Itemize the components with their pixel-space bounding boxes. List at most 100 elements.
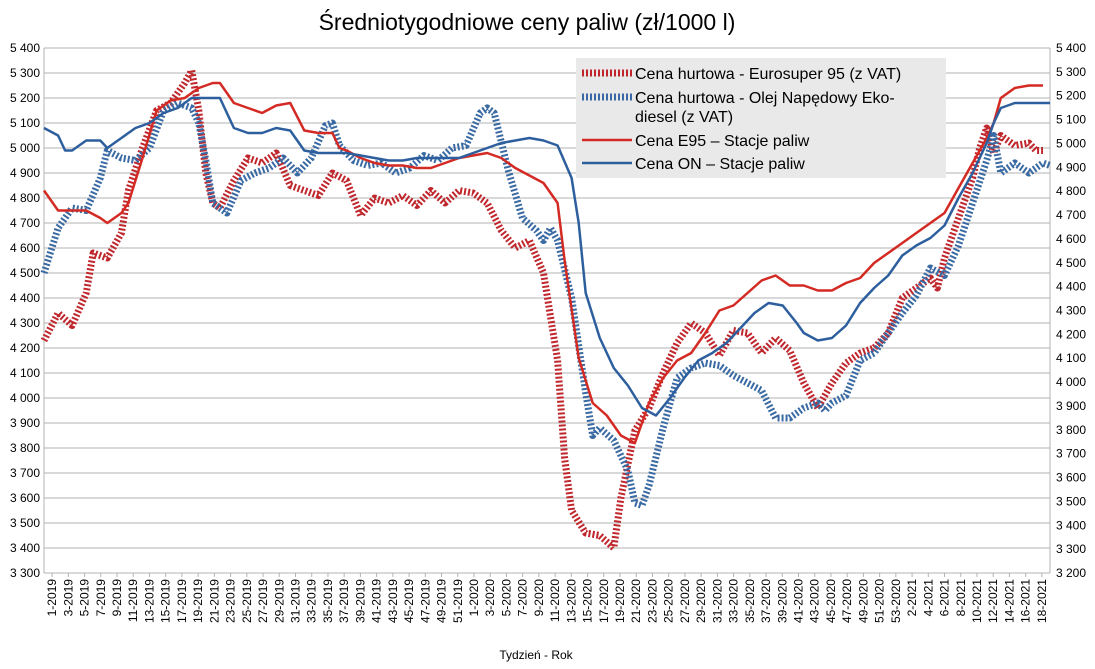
x-tick-label: 7-2019	[94, 579, 108, 617]
series-on-stacje	[43, 96, 1050, 417]
y2-tick-label: 4 900	[1056, 160, 1086, 174]
x-tick-label: 19-2019	[191, 579, 205, 623]
x-tick-label: 37-2019	[337, 579, 351, 623]
y2-tick-label: 3 300	[1056, 542, 1086, 556]
y2-tick-label: 3 800	[1056, 423, 1086, 437]
x-tick-label: 41-2019	[370, 579, 384, 623]
x-tick-label: 23-2020	[645, 579, 659, 623]
x-tick-label: 16-2021	[1019, 579, 1033, 623]
legend-background	[576, 58, 946, 178]
grid	[43, 47, 1051, 574]
y-tick-label: 4 900	[10, 166, 40, 180]
x-tick-label: 29-2019	[272, 579, 286, 623]
legend-label-hurt-on-line1: Cena hurtowa - Olej Napędowy Eko-diesel …	[635, 90, 895, 126]
y-tick-label: 3 700	[10, 466, 40, 480]
x-tick-label: 25-2019	[240, 579, 254, 623]
x-tick-label: 2-2021	[905, 579, 919, 617]
x-tick-label: 33-2019	[305, 579, 319, 623]
x-tick-label: 9-2019	[110, 579, 124, 617]
x-tick-label: 35-2020	[743, 579, 757, 623]
x-tick-label: 14-2021	[1002, 579, 1016, 623]
y-tick-label: 5 200	[10, 91, 40, 105]
x-tick-label: 37-2020	[759, 579, 773, 623]
x-tick-label: 3-2020	[483, 579, 497, 617]
y-tick-label: 5 300	[10, 66, 40, 80]
y-tick-label: 3 900	[10, 416, 40, 430]
x-tick-label: 27-2020	[678, 579, 692, 623]
x-tick-label: 17-2019	[175, 579, 189, 623]
x-axis: 1-2019 3-2019 5-2019 7-2019 9-2019 11-2019 13-…	[45, 573, 1049, 623]
x-tick-label: 13-2020	[564, 579, 578, 623]
y2-tick-label: 5 200	[1056, 89, 1086, 103]
x-tick-label: 47-2019	[418, 579, 432, 623]
x-tick-label: 43-2020	[808, 579, 822, 623]
y2-tick-label: 3 500	[1056, 494, 1086, 508]
x-tick-label: 15-2020	[581, 579, 595, 623]
y-tick-label: 3 800	[10, 441, 40, 455]
y-tick-label: 3 300	[10, 566, 40, 580]
y2-tick-label: 4 000	[1056, 375, 1086, 389]
y2-tick-label: 3 900	[1056, 399, 1086, 413]
y-tick-label: 4 300	[10, 316, 40, 330]
series-e95-stacje	[42, 81, 1043, 445]
y-tick-label: 5 100	[10, 116, 40, 130]
x-tick-label: 49-2020	[856, 579, 870, 623]
y-tick-label: 3 400	[10, 541, 40, 555]
legend-label-hurt-e95: Cena hurtowa - Eurosuper 95 (z VAT)	[635, 66, 901, 83]
x-tick-label: 12-2021	[986, 579, 1000, 623]
x-tick-label: 15-2019	[159, 579, 173, 623]
y2-tick-label: 4 400	[1056, 280, 1086, 294]
x-tick-label: 49-2019	[435, 579, 449, 623]
y2-tick-label: 4 600	[1056, 232, 1086, 246]
x-tick-label: 31-2019	[289, 579, 303, 623]
y-tick-label: 5 000	[10, 141, 40, 155]
x-tick-label: 33-2020	[727, 579, 741, 623]
x-tick-label: 6-2021	[938, 579, 952, 617]
y-tick-label: 4 500	[10, 266, 40, 280]
y2-tick-label: 4 800	[1056, 184, 1086, 198]
y2-tick-label: 3 200	[1056, 566, 1086, 580]
x-tick-label: 18-2021	[1035, 579, 1049, 623]
x-tick-label: 29-2020	[694, 579, 708, 623]
legend-label-on-stacje: Cena ON – Stacje paliw	[635, 156, 805, 173]
x-tick-label: 51-2020	[873, 579, 887, 623]
x-tick-label: 51-2019	[451, 579, 465, 623]
x-tick-label: 17-2020	[597, 579, 611, 623]
y-axis-left: 3 300 3 400 3 500 3 600 3 700 3 800 3 900 4 000…	[10, 41, 40, 580]
legend: Cena hurtowa - Eurosuper 95 (z VAT) Cena…	[576, 58, 946, 178]
x-tick-label: 53-2020	[889, 579, 903, 623]
x-tick-label: 39-2019	[353, 579, 367, 623]
chart-title: Średniotygodniowe ceny paliw (zł/1000 l)	[319, 8, 736, 35]
y2-tick-label: 5 000	[1056, 136, 1086, 150]
y2-tick-label: 5 100	[1056, 113, 1086, 127]
x-tick-label: 10-2021	[970, 579, 984, 623]
x-tick-label: 35-2019	[321, 579, 335, 623]
x-tick-label: 3-2019	[61, 579, 75, 617]
y2-tick-label: 4 200	[1056, 327, 1086, 341]
x-tick-label: 19-2020	[613, 579, 627, 623]
y-tick-label: 4 700	[10, 216, 40, 230]
x-tick-label: 13-2019	[142, 579, 156, 623]
x-tick-label: 45-2020	[824, 579, 838, 623]
series-group	[40, 67, 1052, 552]
x-tick-label: 41-2020	[792, 579, 806, 623]
x-tick-label: 5-2019	[78, 579, 92, 617]
y-tick-label: 4 200	[10, 341, 40, 355]
y-tick-label: 3 600	[10, 491, 40, 505]
x-tick-label: 5-2020	[499, 579, 513, 617]
x-tick-label: 45-2019	[402, 579, 416, 623]
y2-tick-label: 4 500	[1056, 256, 1086, 270]
x-tick-label: 23-2019	[224, 579, 238, 623]
x-tick-label: 4-2021	[921, 579, 935, 617]
y2-tick-label: 4 300	[1056, 304, 1086, 318]
x-tick-label: 27-2019	[256, 579, 270, 623]
y-tick-label: 4 800	[10, 191, 40, 205]
x-tick-label: 21-2020	[629, 579, 643, 623]
y-tick-label: 5 400	[10, 41, 40, 55]
x-tick-label: 11-2020	[548, 579, 562, 622]
y-tick-label: 4 600	[10, 241, 40, 255]
y-tick-label: 4 100	[10, 366, 40, 380]
y2-tick-label: 3 700	[1056, 447, 1086, 461]
y2-tick-label: 4 700	[1056, 208, 1086, 222]
